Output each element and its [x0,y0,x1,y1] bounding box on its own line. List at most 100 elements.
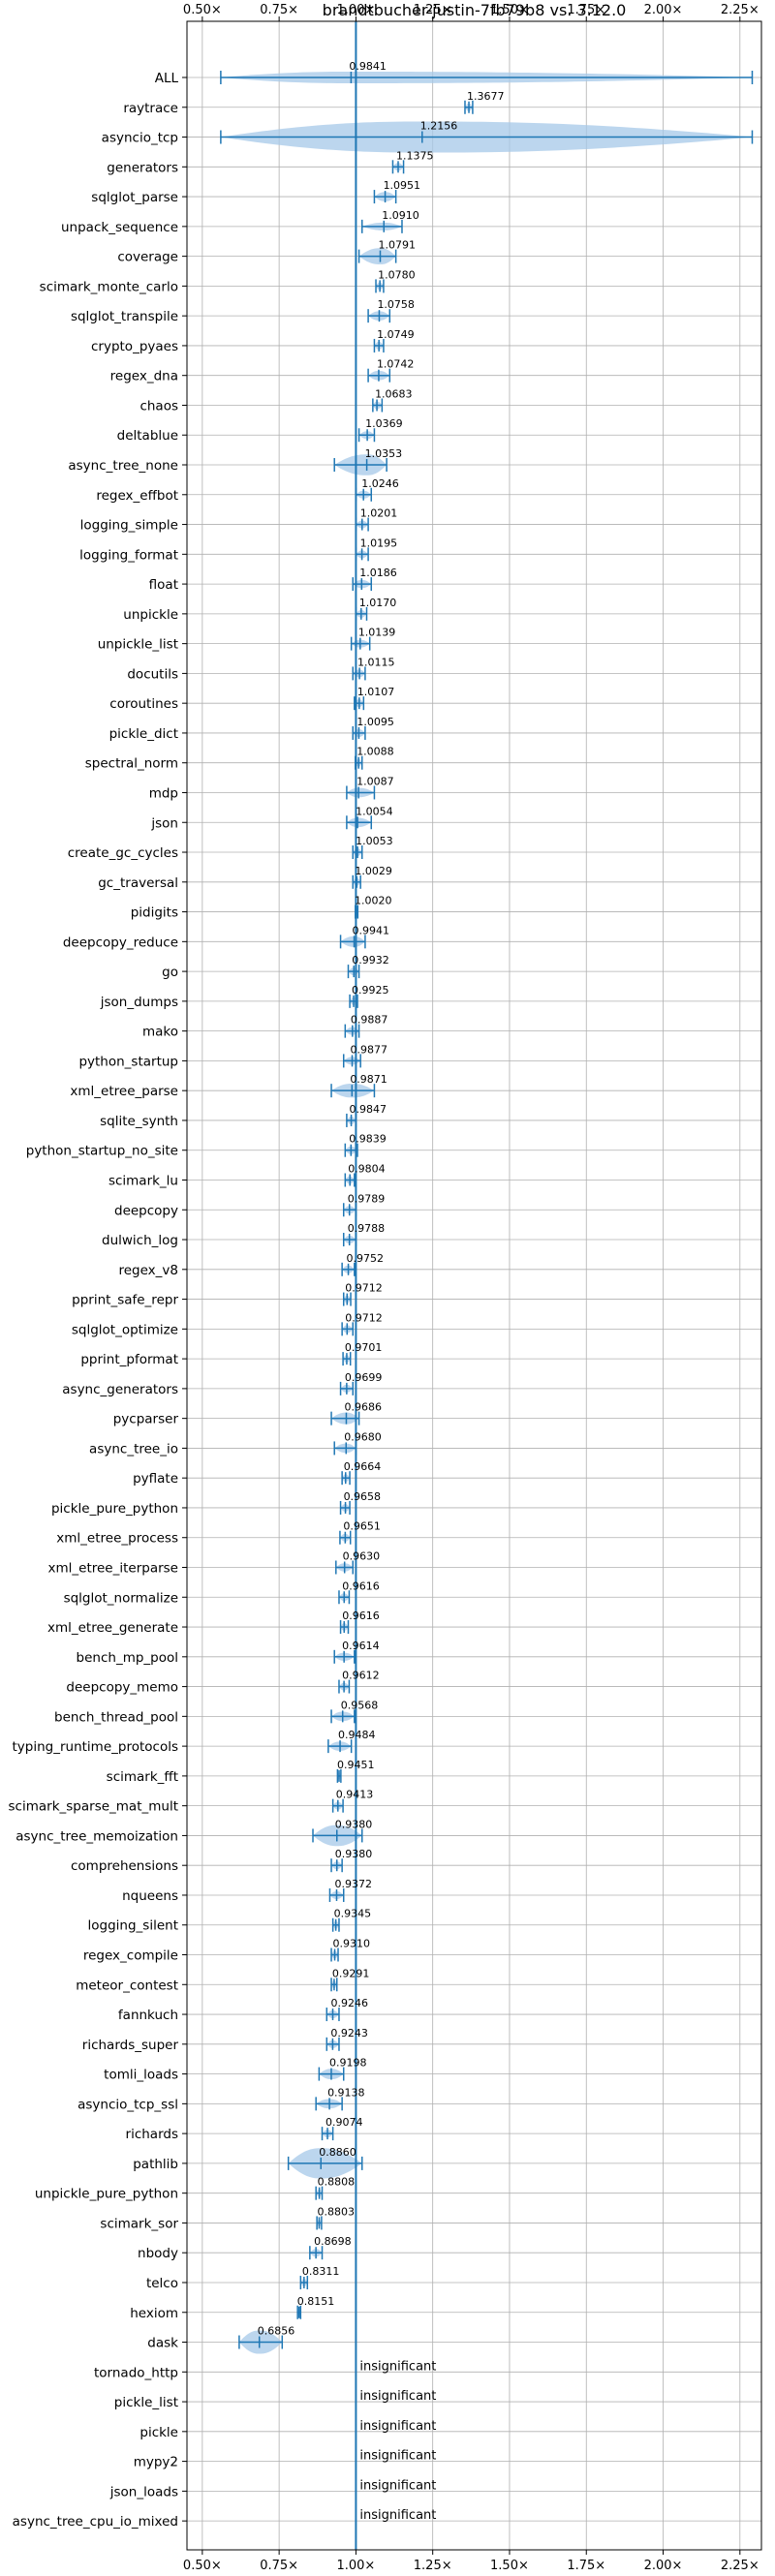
row-label-comprehensions: comprehensions [71,1858,178,1874]
row-label-python-startup-no-site: python_startup_no_site [26,1144,178,1159]
value-label-pickle-dict: 1.0095 [356,716,394,728]
x-tick-label-bottom: 0.50× [183,2559,222,2573]
row-label-regex-v8: regex_v8 [118,1263,178,1278]
value-label-nqueens: 0.9372 [334,1878,372,1890]
x-tick-label-top: 2.00× [644,3,683,17]
row-label-json-dumps: json_dumps [100,995,178,1010]
value-label-sqlglot-normalize: 0.9616 [342,1579,380,1592]
row-label-unpickle: unpickle [123,607,178,623]
row-label-richards: richards [126,2127,178,2142]
row-label-regex-dna: regex_dna [110,369,178,384]
value-label-create-gc-cycles: 1.0053 [356,835,393,847]
x-tick-label-top: 1.00× [336,3,375,17]
value-label-async-generators: 0.9699 [345,1371,383,1384]
value-label-meteor-contest: 0.9291 [332,1967,370,1979]
x-tick-label-bottom: 1.25× [414,2559,452,2573]
row-label-go: go [162,965,178,980]
value-label-docutils: 1.0115 [357,656,395,668]
value-label-scimark-monte-carlo: 1.0780 [378,268,416,281]
value-label-regex-v8: 0.9752 [347,1252,385,1265]
value-label-typing-runtime-protocols: 0.9484 [338,1729,376,1741]
row-label-async-tree-memoization: async_tree_memoization [16,1828,178,1844]
value-label-logging-simple: 1.0201 [360,507,398,520]
row-label-unpack-sequence: unpack_sequence [61,220,178,235]
row-label-meteor-contest: meteor_contest [76,1978,178,1993]
row-label-deepcopy-reduce: deepcopy_reduce [63,935,178,950]
value-label-coroutines: 1.0107 [357,686,395,698]
row-label-generators: generators [107,160,178,175]
row-label-logging-simple: logging_simple [80,518,178,534]
label-layer: 0.9841 1.3677 1.2156 1.1375 1.0951 1.0910 1.07… [258,60,505,2523]
value-label-regex-dna: 1.0742 [377,358,415,371]
value-label-json: 1.0054 [356,805,393,817]
value-label-xml-etree-generate: 0.9616 [342,1610,380,1622]
x-tick-label-top: 0.50× [183,3,222,17]
row-label-scimark-fft: scimark_fft [107,1769,178,1785]
row-label-create-gc-cycles: create_gc_cycles [68,845,178,861]
row-label-xml-etree-generate: xml_etree_generate [47,1620,178,1636]
row-label-json-loads: json_loads [109,2484,178,2499]
value-label-bench-mp-pool: 0.9614 [342,1640,380,1652]
x-tick-label-top: 1.75× [567,3,605,17]
row-label-asyncio-tcp-ssl: asyncio_tcp_ssl [78,2097,178,2112]
row-label-spectral-norm: spectral_norm [85,756,178,772]
value-label-go: 0.9932 [352,954,389,966]
value-label-scimark-lu: 0.9804 [348,1162,386,1175]
value-label-xml-etree-iterparse: 0.9630 [343,1550,381,1563]
row-label-ALL: ALL [155,71,179,86]
row-label-deltablue: deltablue [117,428,178,444]
row-label-pyflate: pyflate [133,1471,178,1487]
grid-layer [187,21,761,2550]
x-tick-label-top: 0.75× [260,3,298,17]
value-label-pprint-pformat: 0.9701 [345,1341,383,1354]
row-label-async-tree-io: async_tree_io [89,1441,178,1457]
row-label-async-tree-none: async_tree_none [68,458,178,474]
value-label-xml-etree-process: 0.9651 [343,1520,381,1533]
x-tick-label-top: 2.25× [721,3,760,17]
value-label-unpickle: 1.0170 [359,597,397,609]
value-label-scimark-sor: 0.8803 [317,2205,355,2218]
value-label-regex-effbot: 1.0246 [361,477,399,490]
insignificant-label-mypy2: insignificant [359,2449,436,2464]
row-label-unpickle-pure-python: unpickle_pure_python [35,2187,178,2202]
value-label-python-startup: 0.9877 [351,1043,388,1056]
row-label-pathlib: pathlib [133,2157,178,2172]
row-label-pprint-safe-repr: pprint_safe_repr [72,1293,178,1308]
row-label-pycparser: pycparser [113,1412,179,1427]
value-label-logging-format: 1.0195 [360,537,398,549]
value-label-sqlglot-optimize: 0.9712 [345,1311,383,1324]
row-label-scimark-monte-carlo: scimark_monte_carlo [40,279,178,294]
value-label-deepcopy-reduce: 0.9941 [353,924,390,936]
value-label-hexiom: 0.8151 [297,2295,335,2308]
value-label-richards: 0.9074 [326,2116,363,2129]
row-label-telco: telco [146,2276,178,2291]
row-label-sqlglot-normalize: sqlglot_normalize [64,1590,178,1606]
axis-layer: 0.50× 0.50× 0.75× 0.75× 1.00× 1.00× 1.25× 1.25×… [9,3,760,2573]
value-label-comprehensions: 0.9380 [335,1848,373,1860]
row-label-mako: mako [142,1025,178,1040]
row-label-pprint-pformat: pprint_pformat [80,1352,178,1367]
value-label-scimark-sparse-mat-mult: 0.9413 [336,1789,374,1801]
row-label-asyncio-tcp: asyncio_tcp [102,131,178,146]
row-label-chaos: chaos [140,398,178,414]
value-label-fannkuch: 0.9246 [331,1997,369,2009]
value-label-pyflate: 0.9664 [344,1460,382,1473]
value-label-crypto-pyaes: 1.0749 [377,328,415,341]
insignificant-label-tornado-http: insignificant [359,2359,436,2374]
row-label-dulwich-log: dulwich_log [102,1233,178,1248]
value-label-bench-thread-pool: 0.9568 [341,1699,379,1711]
row-label-sqlglot-parse: sqlglot_parse [91,190,178,205]
value-label-sqlglot-transpile: 1.0758 [377,298,415,311]
row-label-xml-etree-iterparse: xml_etree_iterparse [48,1561,179,1577]
x-tick-label-bottom: 1.50× [490,2559,529,2573]
row-label-logging-format: logging_format [79,547,178,563]
value-label-mdp: 1.0087 [356,775,394,787]
row-label-logging-silent: logging_silent [88,1918,178,1934]
row-label-mypy2: mypy2 [134,2455,178,2470]
row-label-scimark-sor: scimark_sor [100,2216,178,2231]
row-label-unpickle-list: unpickle_list [98,637,178,653]
value-label-pathlib: 0.8860 [319,2146,356,2159]
value-label-tomli-loads: 0.9198 [329,2057,367,2070]
value-label-deltablue: 1.0369 [365,417,403,430]
